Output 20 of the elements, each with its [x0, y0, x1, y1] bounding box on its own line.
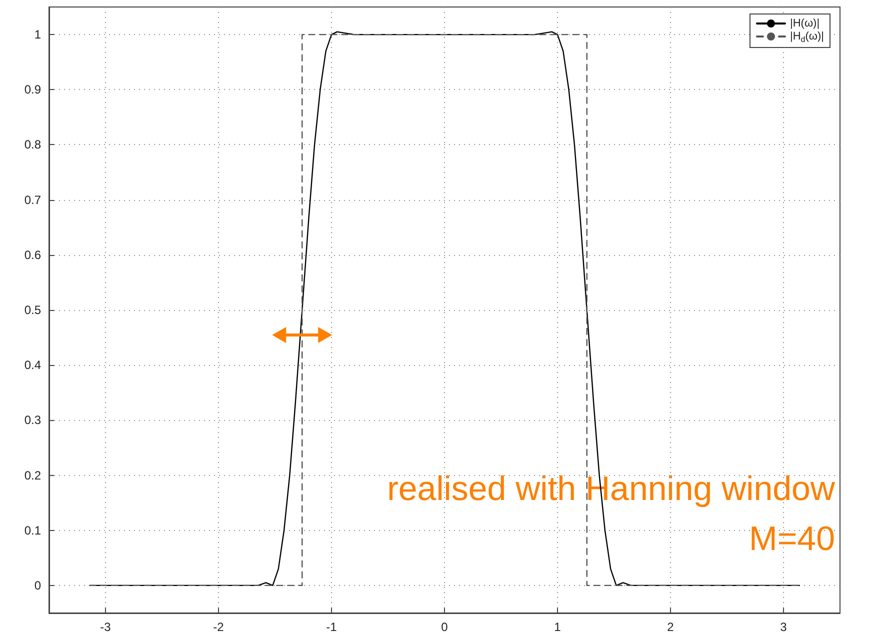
y-tick-label: 0.8 [24, 138, 42, 152]
y-tick-label: 0.2 [24, 468, 42, 482]
y-tick-label: 0.7 [24, 192, 42, 207]
y-tick-label: 0 [34, 578, 42, 592]
x-tick-label: 0 [441, 620, 448, 634]
y-tick-label: 0.5 [24, 303, 42, 317]
x-tick-label: 3 [780, 620, 788, 634]
x-tick-label: 1 [554, 620, 562, 634]
x-tick-label: 2 [667, 620, 674, 634]
y-tick-label: 0.3 [24, 413, 42, 428]
x-tick-label: -1 [326, 620, 338, 634]
y-tick-label: 1 [34, 28, 42, 42]
y-tick-label: 0.9 [24, 82, 42, 97]
y-tick-label: 0.6 [24, 248, 42, 262]
x-tick-label: -2 [213, 620, 224, 634]
y-tick-label: 0.4 [24, 358, 42, 372]
annotation: M=40 [749, 520, 835, 558]
y-tick-label: 0.1 [24, 523, 42, 538]
x-tick-label: -3 [100, 620, 112, 634]
legend-label: |H(ω)| [790, 18, 820, 30]
